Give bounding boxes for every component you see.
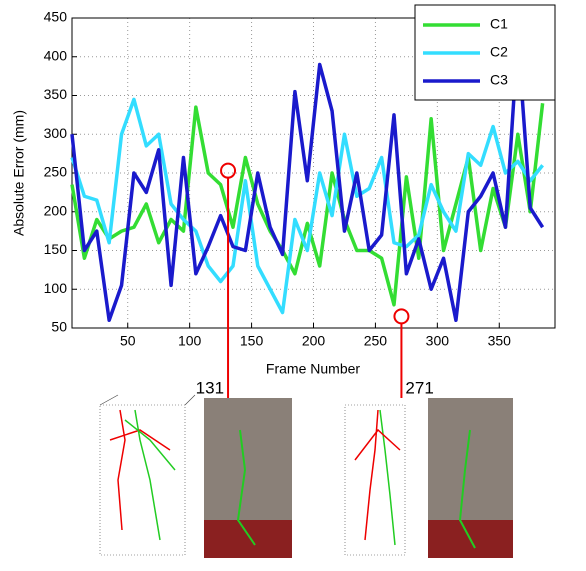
plot-frame xyxy=(71,17,556,329)
line-series xyxy=(70,97,544,315)
x-tick-label: 300 xyxy=(426,333,450,349)
y-tick-label: 150 xyxy=(44,241,68,257)
x-tick-label: 200 xyxy=(302,333,326,349)
annotation-label: 131 xyxy=(196,378,224,397)
x-tick-label: 350 xyxy=(488,333,512,349)
legend-label: C2 xyxy=(490,44,508,60)
y-tick-label: 100 xyxy=(44,280,68,296)
annotation-label: 271 xyxy=(405,378,433,397)
x-tick-label: 50 xyxy=(120,333,136,349)
y-axis-label: Absolute Error (mm) xyxy=(11,110,27,236)
pose-overlay-left xyxy=(236,429,256,546)
x-tick-label: 250 xyxy=(364,333,388,349)
y-tick-label: 450 xyxy=(44,9,68,25)
x-axis-label: Frame Number xyxy=(266,361,360,377)
y-tick-label: 200 xyxy=(44,202,68,218)
annotation-marker xyxy=(220,162,237,179)
annotation-marker xyxy=(393,308,410,325)
line-series xyxy=(70,35,545,322)
pose-3d-left xyxy=(99,394,196,556)
pose-overlay-right xyxy=(458,429,476,549)
pose-3d-right xyxy=(344,404,406,556)
x-tick-label: 150 xyxy=(240,333,264,349)
y-tick-label: 250 xyxy=(44,164,68,180)
floor-left xyxy=(204,520,292,558)
y-tick-label: 50 xyxy=(51,319,67,335)
y-tick-label: 300 xyxy=(44,125,68,141)
legend-label: C3 xyxy=(490,72,508,88)
legend-label: C1 xyxy=(490,16,508,32)
y-tick-label: 400 xyxy=(44,47,68,63)
y-tick-label: 350 xyxy=(44,86,68,102)
x-tick-label: 100 xyxy=(178,333,202,349)
